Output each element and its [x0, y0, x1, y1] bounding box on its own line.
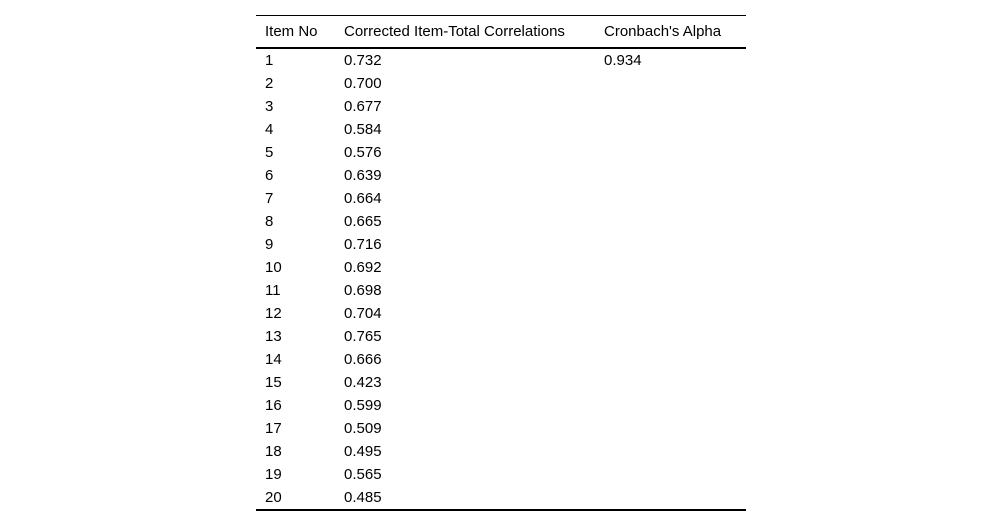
alpha-cell — [604, 348, 746, 371]
alpha-cell: 0.934 — [604, 52, 642, 69]
alpha-cell — [604, 141, 746, 164]
alpha-cell — [604, 302, 746, 325]
correlation-cell: 0.765 — [344, 328, 382, 345]
item-no-cell: 1 — [265, 52, 274, 69]
item-no-cell: 4 — [265, 121, 274, 138]
alpha-cell — [604, 440, 746, 463]
correlation-cell: 0.700 — [344, 75, 382, 92]
table-row: 9 0.716 — [256, 233, 746, 256]
item-no-cell: 6 — [265, 167, 274, 184]
correlation-cell: 0.584 — [344, 121, 382, 138]
item-no-cell: 9 — [265, 236, 274, 253]
table-body: 1 0.732 0.934 2 0.700 3 0.677 4 0.584 5 0.576 6 0.63… — [256, 48, 746, 510]
column-header-cronbachs-alpha: Cronbach's Alpha — [604, 23, 722, 40]
alpha-cell — [604, 187, 746, 210]
correlation-cell: 0.565 — [344, 466, 382, 483]
table-row: 12 0.704 — [256, 302, 746, 325]
alpha-cell — [604, 72, 746, 95]
table-row: 6 0.639 — [256, 164, 746, 187]
correlation-cell: 0.576 — [344, 144, 382, 161]
table-row: 20 0.485 — [256, 486, 746, 510]
alpha-cell — [604, 210, 746, 233]
correlation-cell: 0.698 — [344, 282, 382, 299]
item-no-cell: 11 — [265, 282, 281, 299]
table-head: Item No Corrected Item-Total Correlation… — [256, 16, 746, 48]
item-no-cell: 17 — [265, 420, 282, 437]
alpha-cell — [604, 486, 746, 510]
correlation-cell: 0.423 — [344, 374, 382, 391]
correlation-cell: 0.485 — [344, 489, 382, 506]
correlation-cell: 0.704 — [344, 305, 382, 322]
item-no-cell: 15 — [265, 374, 282, 391]
correlation-cell: 0.664 — [344, 190, 382, 207]
table-row: 8 0.665 — [256, 210, 746, 233]
correlation-cell: 0.639 — [344, 167, 382, 184]
alpha-cell — [604, 463, 746, 486]
column-header-item-no: Item No — [265, 23, 318, 40]
alpha-cell — [604, 233, 746, 256]
alpha-cell — [604, 279, 746, 302]
correlation-cell: 0.732 — [344, 52, 382, 69]
alpha-cell — [604, 164, 746, 187]
column-header-corrected-item-total-correlations: Corrected Item-Total Correlations — [344, 23, 565, 40]
alpha-cell — [604, 118, 746, 141]
alpha-cell — [604, 256, 746, 279]
item-no-cell: 13 — [265, 328, 282, 345]
table-row: 4 0.584 — [256, 118, 746, 141]
item-no-cell: 16 — [265, 397, 282, 414]
table-row: 15 0.423 — [256, 371, 746, 394]
table-row: 17 0.509 — [256, 417, 746, 440]
item-total-correlations-table: Item No Corrected Item-Total Correlation… — [256, 15, 746, 511]
correlation-cell: 0.666 — [344, 351, 382, 368]
table-row: 5 0.576 — [256, 141, 746, 164]
table-header-row: Item No Corrected Item-Total Correlation… — [256, 16, 746, 48]
alpha-cell — [604, 371, 746, 394]
table-row: 1 0.732 0.934 — [256, 48, 746, 72]
item-no-cell: 10 — [265, 259, 282, 276]
alpha-cell — [604, 417, 746, 440]
table-row: 14 0.666 — [256, 348, 746, 371]
item-no-cell: 12 — [265, 305, 282, 322]
table-row: 7 0.664 — [256, 187, 746, 210]
item-no-cell: 18 — [265, 443, 282, 460]
item-no-cell: 7 — [265, 190, 274, 207]
correlation-cell: 0.665 — [344, 213, 382, 230]
table-row: 11 0.698 — [256, 279, 746, 302]
item-no-cell: 20 — [265, 489, 282, 506]
table-row: 10 0.692 — [256, 256, 746, 279]
alpha-cell — [604, 325, 746, 348]
table-row: 19 0.565 — [256, 463, 746, 486]
correlation-cell: 0.509 — [344, 420, 382, 437]
item-no-cell: 14 — [265, 351, 282, 368]
table-row: 3 0.677 — [256, 95, 746, 118]
item-no-cell: 3 — [265, 98, 274, 115]
correlation-cell: 0.599 — [344, 397, 382, 414]
table-row: 13 0.765 — [256, 325, 746, 348]
correlation-cell: 0.692 — [344, 259, 382, 276]
alpha-cell — [604, 394, 746, 417]
table-row: 2 0.700 — [256, 72, 746, 95]
alpha-cell — [604, 95, 746, 118]
item-no-cell: 8 — [265, 213, 274, 230]
item-no-cell: 19 — [265, 466, 282, 483]
correlation-cell: 0.677 — [344, 98, 382, 115]
item-no-cell: 5 — [265, 144, 274, 161]
item-no-cell: 2 — [265, 75, 274, 92]
correlation-cell: 0.716 — [344, 236, 382, 253]
correlation-cell: 0.495 — [344, 443, 382, 460]
table-row: 16 0.599 — [256, 394, 746, 417]
table-row: 18 0.495 — [256, 440, 746, 463]
